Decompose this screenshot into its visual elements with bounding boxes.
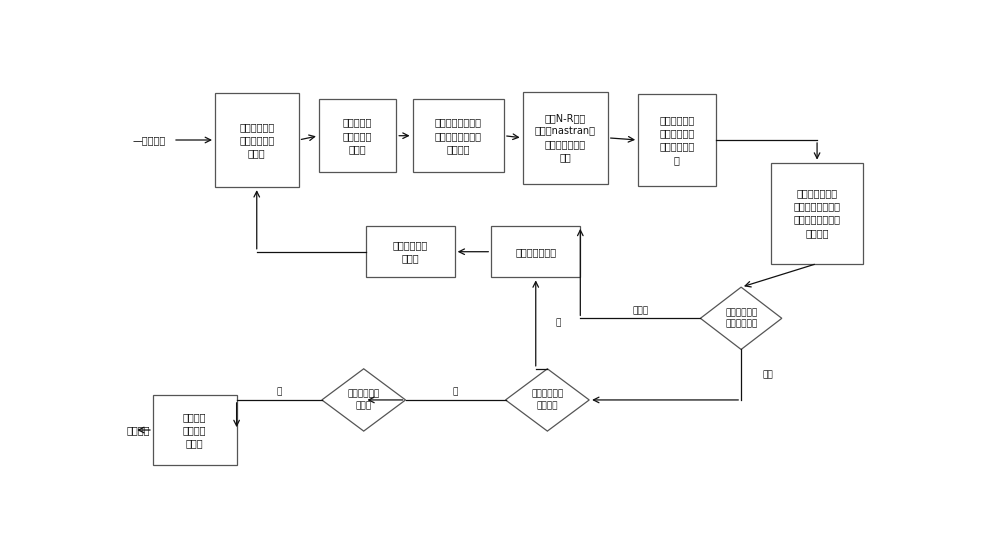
Text: 确定新一轮结
构尺寸: 确定新一轮结 构尺寸	[393, 240, 428, 263]
FancyBboxPatch shape	[366, 226, 455, 277]
Polygon shape	[506, 369, 589, 431]
Text: 结构是否有减
重空间: 结构是否有减 重空间	[348, 389, 380, 410]
FancyBboxPatch shape	[153, 395, 237, 465]
Text: 完成选型
方案和尺
寸定义: 完成选型 方案和尺 寸定义	[183, 412, 207, 448]
FancyBboxPatch shape	[413, 99, 504, 172]
Polygon shape	[700, 287, 782, 349]
Text: 否: 否	[277, 388, 282, 397]
Text: 计算结构整体失
稳、静强度失效、
钉孔挤压、钉剪切
安全裕度: 计算结构整体失 稳、静强度失效、 钉孔挤压、钉剪切 安全裕度	[794, 188, 841, 238]
Text: 否: 否	[555, 319, 560, 328]
Text: 产品出图: 产品出图	[127, 425, 150, 435]
FancyBboxPatch shape	[215, 93, 299, 187]
FancyBboxPatch shape	[523, 92, 608, 184]
Text: 对模型施加
载荷以及边
界条件: 对模型施加 载荷以及边 界条件	[343, 118, 372, 154]
Text: 结构是否满足
重量要求: 结构是否满足 重量要求	[531, 389, 564, 410]
Text: 在有限元中定义材
料渐进损伤性能和
接触边界: 在有限元中定义材 料渐进损伤性能和 接触边界	[435, 118, 482, 154]
Text: 建立加筋壁板
结构细节有限
元模型: 建立加筋壁板 结构细节有限 元模型	[239, 122, 274, 158]
Text: 采用N-R迭代
法，用nastran隐
式非线性求解器
求解: 采用N-R迭代 法，用nastran隐 式非线性求解器 求解	[535, 113, 596, 162]
Text: 满足: 满足	[763, 370, 774, 379]
Text: 是: 是	[453, 388, 458, 397]
Text: 计算并提取载
荷、位移、应
变、钉载等响
应: 计算并提取载 荷、位移、应 变、钉载等响 应	[659, 115, 694, 165]
Polygon shape	[322, 369, 406, 431]
FancyBboxPatch shape	[319, 99, 396, 172]
Text: 工艺符合性优化: 工艺符合性优化	[515, 247, 556, 257]
FancyBboxPatch shape	[491, 226, 580, 277]
Text: —设计输入: —设计输入	[133, 135, 166, 145]
Text: 承载能力是否
满足设计要求: 承载能力是否 满足设计要求	[725, 308, 757, 329]
Text: 不满足: 不满足	[632, 306, 648, 315]
FancyBboxPatch shape	[638, 94, 716, 186]
FancyBboxPatch shape	[771, 162, 863, 263]
